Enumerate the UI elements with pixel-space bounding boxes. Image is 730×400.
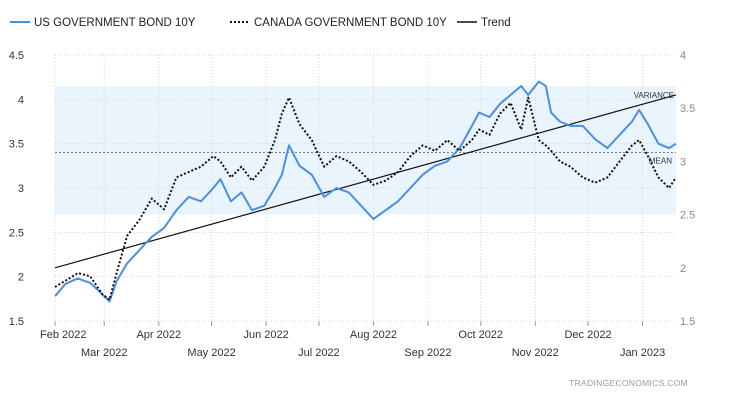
trend-line [54, 94, 677, 269]
variance-band [55, 86, 676, 215]
left-tick-label: 3.5 [9, 139, 24, 151]
left-tick-label: 1.5 [9, 316, 24, 328]
right-tick-label: 1.5 [680, 316, 695, 328]
left-tick-label: 4.5 [9, 50, 24, 62]
right-axis-ticks: 1.5 2 2.5 3 3.5 4 [680, 50, 695, 328]
x-tick-label-lower: May 2022 [187, 347, 235, 359]
series-line-canada-bond-10y [54, 96, 677, 301]
left-tick-label: 3 [18, 183, 24, 195]
legend-label-trend: Trend [481, 17, 511, 29]
x-tick-label-lower: Mar 2022 [81, 347, 127, 359]
legend-label-canada: CANADA GOVERNMENT BOND 10Y [254, 17, 447, 29]
x-axis-ticks: Feb 2022 Apr 2022 Jun 2022 Aug 2022 Oct 2022… [40, 321, 665, 359]
x-tick-label-lower: Jan 2023 [620, 347, 665, 359]
series-line-us-bond-10y [54, 80, 677, 303]
right-tick-label: 2 [680, 263, 686, 275]
annotation-variance: VARIANCE [634, 91, 674, 100]
legend-label-us: US GOVERNMENT BOND 10Y [34, 17, 196, 29]
x-tick-label-upper: Aug 2022 [350, 329, 397, 341]
x-tick-label-lower: Nov 2022 [512, 347, 559, 359]
left-tick-label: 4 [18, 94, 24, 106]
x-tick-label-lower: Jul 2022 [298, 347, 340, 359]
x-tick-label-upper: Feb 2022 [40, 329, 86, 341]
legend: US GOVERNMENT BOND 10Y CANADA GOVERNMENT… [10, 17, 511, 29]
right-tick-label: 3.5 [680, 103, 695, 115]
x-tick-label-upper: Dec 2022 [564, 329, 611, 341]
right-tick-label: 4 [680, 50, 686, 62]
left-tick-label: 2 [18, 272, 24, 284]
annotation-mean: MEAN [649, 157, 672, 166]
right-tick-label: 2.5 [680, 210, 695, 222]
x-tick-label-upper: Oct 2022 [458, 329, 503, 341]
left-axis-ticks: 1.5 2 2.5 3 3.5 4 4.5 [9, 50, 24, 328]
source-credit: TRADINGECONOMICS.COM [569, 378, 688, 388]
right-tick-label: 3 [680, 156, 686, 168]
x-tick-label-upper: Jun 2022 [243, 329, 288, 341]
x-tick-label-upper: Apr 2022 [136, 329, 181, 341]
x-tick-label-lower: Sep 2022 [404, 347, 451, 359]
left-tick-label: 2.5 [9, 227, 24, 239]
